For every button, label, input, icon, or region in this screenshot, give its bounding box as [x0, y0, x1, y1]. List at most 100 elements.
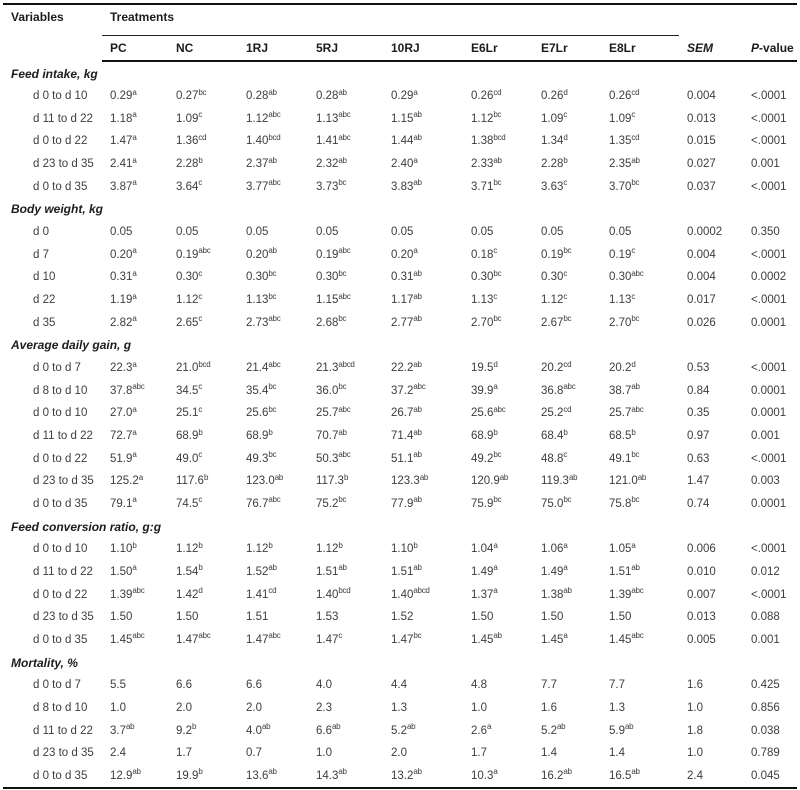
significance-superscript: a	[413, 246, 418, 256]
row-label: d 0 to d 7	[33, 679, 81, 692]
value-cell: 49.2bc	[471, 450, 502, 465]
section-title: Average daily gain, g	[11, 338, 132, 353]
value-cell: 1.6	[541, 701, 557, 714]
value-cell: 1.06a	[541, 540, 568, 556]
value-cell: 1.12b	[176, 540, 203, 556]
pvalue-cell: <.0001	[751, 362, 787, 375]
value-cell: 1.34d	[541, 132, 568, 148]
data-row: d 11 to d 22 72.7a 68.9b 68.9b 70.7ab 71.4ab 6…	[3, 425, 797, 448]
significance-superscript: c	[563, 110, 568, 120]
value-cell: 7.7	[609, 679, 625, 692]
value-cell: 19.5d	[471, 359, 498, 375]
value-cell: 1.12b	[316, 540, 343, 556]
significance-superscript: ab	[338, 87, 347, 97]
value-cell: 1.0	[110, 701, 126, 714]
value-cell: 1.4	[541, 747, 557, 760]
value-cell: 21.0bcd	[176, 359, 211, 375]
data-row: d 8 to d 10 37.8abc 34.5c 35.4bc 36.0bc 37.2a…	[3, 380, 797, 403]
value-cell: 1.51	[246, 611, 269, 624]
value-cell: 0.31a	[110, 268, 137, 284]
value-cell: 1.45a	[541, 631, 568, 646]
value-cell: 4.0ab	[246, 722, 271, 737]
value-cell: 2.73abc	[246, 314, 281, 329]
pvalue-cell: 0.0001	[751, 407, 787, 420]
significance-superscript: bcd	[493, 132, 506, 142]
value-cell: 37.8abc	[110, 382, 145, 397]
significance-superscript: ab	[126, 722, 135, 732]
value-cell: 75.0bc	[541, 495, 572, 510]
value-cell: 1.49a	[471, 563, 498, 578]
significance-superscript: ab	[268, 155, 277, 165]
significance-superscript: b	[198, 427, 203, 437]
value-cell: 0.20a	[391, 246, 418, 261]
data-row: d 11 to d 22 1.50a 1.54b 1.52ab 1.51ab 1.51ab…	[3, 561, 797, 584]
pvalue-cell: <.0001	[751, 452, 787, 465]
significance-superscript: ab	[274, 472, 284, 482]
value-cell: 1.18a	[110, 110, 137, 125]
row-label: d 8 to d 10	[33, 384, 88, 397]
row-label: d 23 to d 35	[33, 611, 94, 624]
section-row: Mortality, %	[3, 651, 797, 674]
pvalue-cell: <.0001	[751, 135, 787, 148]
sem-cell: 0.027	[687, 158, 716, 171]
value-cell: 123.0ab	[246, 472, 284, 488]
value-cell: 68.9b	[471, 427, 498, 443]
significance-superscript: ab	[557, 722, 566, 732]
significance-superscript: a	[487, 722, 492, 732]
data-row: d 0 to d 22 1.47a 1.36cd 1.40bcd 1.41abc 1.44…	[3, 130, 797, 153]
row-label: d 7	[33, 248, 49, 261]
significance-superscript: bc	[563, 246, 572, 256]
value-cell: 0.30abc	[609, 268, 644, 284]
value-cell: 2.70bc	[471, 314, 502, 329]
significance-superscript: bc	[493, 450, 502, 460]
significance-superscript: ab	[413, 495, 422, 505]
value-cell: 2.35ab	[609, 155, 640, 171]
value-cell: 0.05	[391, 226, 414, 239]
value-cell: 1.54b	[176, 563, 203, 578]
significance-superscript: ab	[338, 767, 347, 777]
significance-superscript: ab	[631, 155, 640, 165]
results-table: Variables Treatments PC NC 1RJ 5RJ 10RJ E6Lr E…	[3, 3, 798, 790]
value-cell: 0.28ab	[316, 87, 347, 103]
significance-superscript: abc	[268, 359, 281, 369]
data-row: d 23 to d 35 1.50 1.50 1.51 1.53 1.52 1.50 1.50…	[3, 606, 797, 629]
value-cell: 2.37ab	[246, 155, 277, 171]
significance-superscript: a	[132, 495, 137, 505]
value-cell: 12.9ab	[110, 767, 141, 782]
significance-superscript: bc	[268, 268, 277, 278]
significance-superscript: b	[563, 427, 568, 437]
sem-cell: 0.0002	[687, 226, 723, 239]
pvalue-cell: 0.001	[751, 430, 780, 443]
row-label: d 0 to d 10	[33, 90, 88, 103]
value-cell: 1.09c	[541, 110, 568, 125]
pvalue-cell: 0.003	[751, 475, 780, 488]
value-cell: 75.8bc	[609, 495, 640, 510]
significance-superscript: a	[563, 631, 568, 641]
significance-superscript: abc	[268, 495, 281, 505]
pvalue-cell: 0.001	[751, 633, 780, 646]
significance-superscript: bc	[338, 314, 347, 324]
row-label: d 0 to d 7	[33, 362, 81, 375]
data-row: d 10 0.31a 0.30c 0.30bc 0.30bc 0.31ab 0.30bc 0.…	[3, 266, 797, 289]
value-cell: 1.0	[471, 701, 487, 714]
value-cell: 1.13abc	[316, 110, 351, 125]
significance-superscript: c	[338, 631, 343, 641]
significance-superscript: ab	[631, 382, 640, 392]
significance-superscript: bc	[268, 291, 277, 301]
value-cell: 1.09c	[176, 110, 203, 125]
pvalue-cell: <.0001	[751, 180, 787, 193]
data-row: d 0 0.05 0.05 0.05 0.05 0.05 0.05 0.05 0.05 0.000…	[3, 221, 797, 244]
pvalue-cell: 0.0001	[751, 316, 787, 329]
value-cell: 3.64c	[176, 178, 203, 193]
significance-superscript: bc	[268, 450, 277, 460]
significance-superscript: bc	[563, 495, 572, 505]
significance-superscript: abc	[563, 382, 576, 392]
significance-superscript: ab	[625, 722, 634, 732]
value-cell: 123.3ab	[391, 472, 429, 488]
value-cell: 1.40bcd	[316, 586, 351, 601]
value-cell: 22.3a	[110, 359, 137, 375]
value-cell: 0.26d	[541, 87, 568, 103]
value-cell: 51.1ab	[391, 450, 422, 465]
significance-superscript: a	[132, 178, 137, 188]
significance-superscript: c	[198, 291, 203, 301]
